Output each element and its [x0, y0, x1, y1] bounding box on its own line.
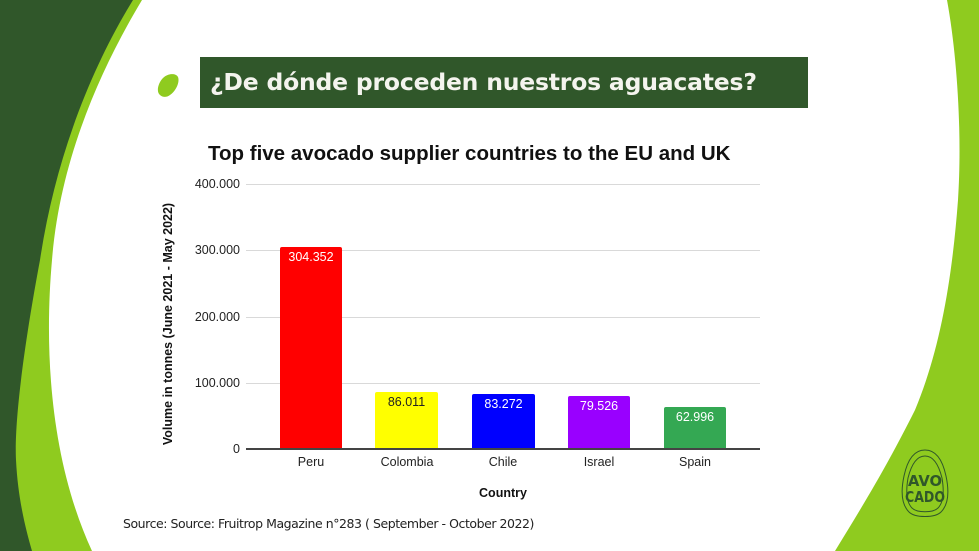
source-citation: Source: Source: Fruitrop Magazine n°283 …	[123, 516, 534, 531]
bar-value-label: 79.526	[579, 399, 619, 413]
gridline-200k	[246, 317, 760, 318]
bar-value-label: 304.352	[288, 250, 334, 264]
xtick-label: Chile	[488, 455, 518, 469]
ytick-label: 400.000	[194, 177, 240, 191]
x-axis-title: Country	[479, 486, 527, 500]
gridline-100k	[246, 383, 760, 384]
logo-text-line1: AVO	[908, 472, 942, 490]
x-axis-line	[246, 448, 760, 450]
chart-title: Top five avocado supplier countries to t…	[208, 142, 731, 165]
y-axis-title: Volume in tonnes (June 2021 - May 2022)	[161, 202, 175, 446]
ytick-label: 100.000	[194, 376, 240, 390]
bar-value-label: 86.011	[387, 395, 426, 409]
right-light-green-swoosh	[835, 0, 979, 551]
bar-value-label: 83.272	[484, 397, 523, 411]
xtick-label: Colombia	[380, 455, 434, 469]
xtick-label: Israel	[583, 455, 615, 469]
ytick-label: 300.000	[194, 243, 240, 257]
gridline-300k	[246, 250, 760, 251]
xtick-label: Spain	[679, 455, 711, 469]
bar-israel: 79.526	[568, 396, 630, 449]
bar-peru: 304.352	[280, 247, 342, 449]
ytick-label: 200.000	[194, 310, 240, 324]
left-dark-green-swoosh	[0, 0, 133, 551]
slide-heading-banner: ¿De dónde proceden nuestros aguacates?	[200, 57, 808, 108]
bar-spain: 62.996	[664, 407, 726, 449]
bar-value-label: 62.996	[675, 410, 715, 424]
logo-text-line2: CADO	[905, 488, 945, 506]
bar-colombia: 86.011	[375, 392, 438, 449]
leaf-bullet-icon	[157, 74, 179, 97]
ytick-label: 0	[233, 442, 240, 456]
gridline-400k	[246, 184, 760, 185]
bar-chile: 83.272	[472, 394, 535, 449]
xtick-label: Peru	[297, 455, 325, 469]
avocado-logo-icon: AVO CADO	[901, 449, 949, 517]
slide-heading: ¿De dónde proceden nuestros aguacates?	[210, 68, 757, 96]
